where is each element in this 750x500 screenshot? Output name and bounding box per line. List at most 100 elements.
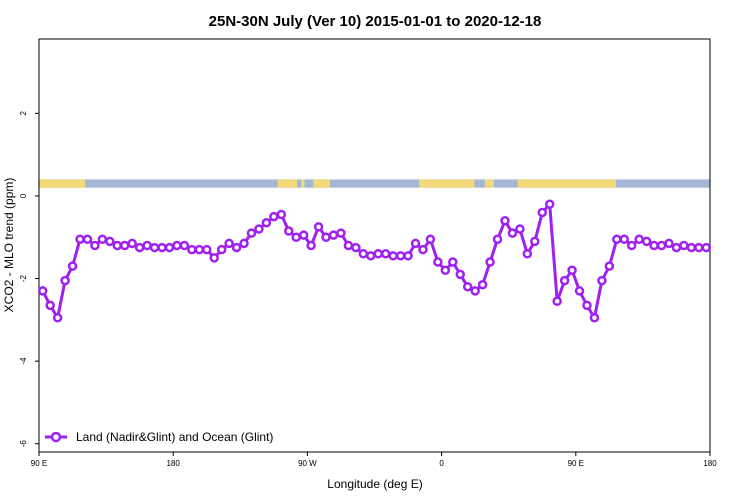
data-point [552, 296, 562, 307]
data-point [105, 236, 115, 247]
data-point [75, 234, 85, 245]
data-point [597, 275, 607, 286]
x-tick-label: 180 [703, 459, 717, 468]
land-segment [517, 179, 617, 188]
data-point [82, 234, 93, 245]
data-point [589, 313, 600, 323]
data-point [231, 242, 242, 253]
data-point [477, 279, 488, 290]
data-point [194, 244, 205, 255]
data-point [313, 222, 324, 232]
data-point [149, 242, 160, 253]
data-point [544, 199, 555, 209]
data-point [664, 238, 674, 249]
data-point [626, 240, 637, 251]
x-tick-label: 180 [167, 459, 181, 468]
land-segment [277, 179, 297, 188]
land-segment [313, 179, 323, 188]
data-point [395, 251, 406, 261]
y-axis-label: XCO2 - MLO trend (ppm) [2, 178, 16, 313]
data-point [45, 300, 55, 311]
data-point [269, 211, 279, 222]
x-tick-label: 90 W [298, 459, 317, 468]
data-point [418, 244, 428, 255]
data-point [239, 238, 249, 249]
data-point [37, 286, 48, 296]
x-tick-label: 0 [439, 459, 444, 468]
data-point [425, 234, 436, 245]
series-line [41, 202, 707, 320]
y-tick-label: -4 [19, 357, 28, 365]
data-point [179, 240, 190, 251]
data-point [358, 249, 369, 259]
data-point [52, 313, 63, 323]
data-point [119, 240, 130, 251]
data-point [202, 244, 212, 255]
data-point [522, 249, 533, 259]
x-axis: 90 E 180 90 W 0 90 E 180 [31, 452, 717, 468]
data-point [649, 240, 659, 251]
land-segment [419, 179, 475, 188]
y-tick-label: 2 [19, 111, 28, 116]
ocean-band [39, 179, 710, 188]
data-point [276, 209, 287, 220]
data-point [500, 215, 510, 226]
legend: Land (Nadir&Glint) and Ocean (Glint) [45, 430, 273, 444]
data-point [284, 226, 294, 236]
data-point [306, 240, 316, 251]
data-point [164, 242, 175, 253]
data-point [97, 234, 108, 245]
data-point [701, 242, 712, 253]
data-point [388, 251, 398, 261]
data-point [90, 240, 100, 251]
y-tick-label: -6 [19, 440, 28, 448]
data-point [246, 228, 257, 238]
data-point [187, 244, 197, 255]
data-point [261, 218, 272, 228]
data-point [291, 232, 301, 242]
land-segment [301, 179, 305, 188]
data-point [112, 240, 123, 251]
data-point [582, 300, 592, 311]
data-point [373, 249, 383, 259]
land-segment [484, 179, 494, 188]
data-point [298, 230, 309, 240]
data-point [403, 251, 413, 261]
data-point [641, 236, 652, 247]
data-point [634, 234, 644, 245]
data-point [254, 224, 264, 234]
data-point [336, 228, 346, 238]
data-series [37, 199, 712, 323]
data-point [462, 282, 473, 292]
data-point [142, 240, 152, 251]
data-point [574, 286, 585, 296]
data-point [559, 275, 570, 286]
land-segment [319, 179, 330, 188]
data-point [380, 249, 391, 259]
land-segment [39, 179, 86, 188]
data-point [410, 238, 421, 249]
data-point [209, 253, 219, 263]
data-point [366, 251, 376, 261]
data-point [343, 240, 354, 251]
y-axis: 2 0 -2 -4 -6 [19, 111, 39, 448]
data-point [321, 232, 331, 242]
data-point [328, 230, 339, 240]
y-tick-label: -2 [19, 274, 28, 282]
data-point [694, 242, 704, 253]
data-point [485, 257, 495, 267]
data-point [448, 257, 458, 267]
data-point [455, 269, 465, 280]
data-point [604, 261, 615, 271]
x-tick-label: 90 E [31, 459, 47, 468]
data-point [671, 242, 682, 253]
data-point [127, 238, 137, 249]
x-tick-label: 90 E [568, 459, 584, 468]
data-point [507, 228, 518, 238]
data-point [60, 275, 70, 286]
x-axis-label: Longitude (deg E) [327, 477, 422, 491]
land-ocean-strip [39, 179, 710, 188]
data-point [172, 240, 182, 251]
legend-swatch-marker [50, 431, 62, 443]
